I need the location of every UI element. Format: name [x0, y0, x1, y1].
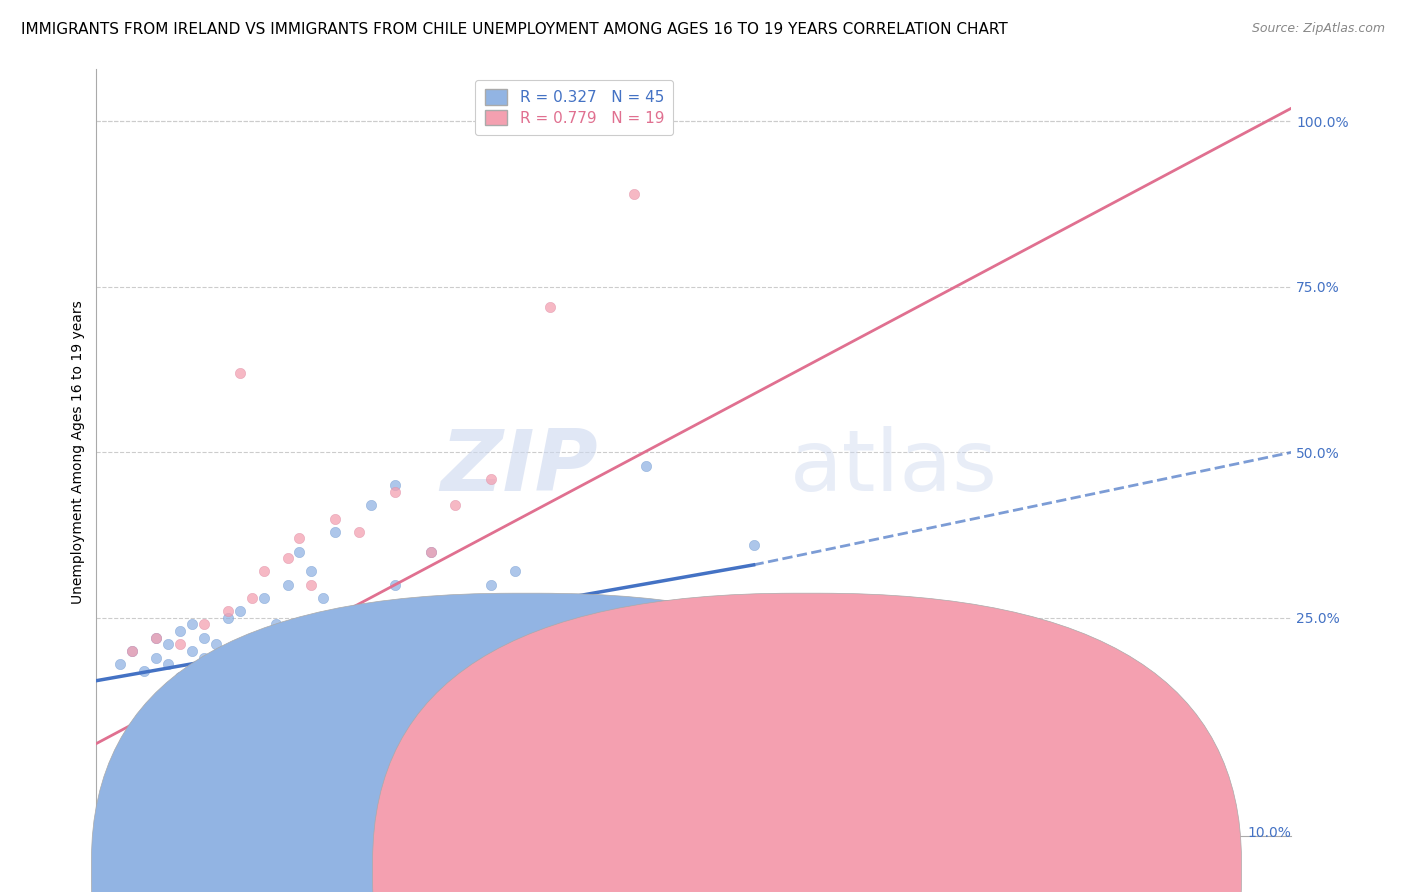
Point	[193, 650, 215, 665]
Point	[181, 617, 204, 632]
Point	[444, 498, 467, 512]
Point	[503, 565, 526, 579]
Point	[825, 697, 848, 711]
Point	[169, 670, 191, 684]
Point	[420, 544, 443, 558]
Point	[145, 631, 167, 645]
Text: Immigrants from Ireland: Immigrants from Ireland	[576, 861, 762, 876]
Point	[145, 650, 167, 665]
Point	[277, 578, 299, 592]
Point	[145, 631, 167, 645]
Point	[325, 524, 347, 539]
Point	[217, 604, 239, 618]
Text: ZIP: ZIP	[440, 426, 598, 509]
Text: atlas: atlas	[789, 426, 997, 509]
Point	[623, 187, 645, 202]
Text: IMMIGRANTS FROM IRELAND VS IMMIGRANTS FROM CHILE UNEMPLOYMENT AMONG AGES 16 TO 1: IMMIGRANTS FROM IRELAND VS IMMIGRANTS FR…	[21, 22, 1008, 37]
Point	[384, 478, 406, 492]
Point	[538, 300, 561, 314]
Point	[301, 631, 323, 645]
Point	[253, 565, 276, 579]
Point	[349, 604, 371, 618]
Text: 0.0%: 0.0%	[97, 826, 131, 840]
Point	[562, 677, 585, 691]
Point	[217, 611, 239, 625]
Point	[157, 657, 180, 672]
Point	[169, 637, 191, 651]
Point	[527, 631, 550, 645]
Point	[384, 578, 406, 592]
Legend: R = 0.327   N = 45, R = 0.779   N = 19: R = 0.327 N = 45, R = 0.779 N = 19	[475, 80, 673, 135]
Point	[479, 472, 502, 486]
Point	[134, 664, 156, 678]
Point	[586, 644, 609, 658]
Point	[479, 578, 502, 592]
Point	[325, 511, 347, 525]
Text: 10.0%: 10.0%	[1247, 826, 1291, 840]
Point	[277, 551, 299, 566]
Point	[205, 637, 228, 651]
Point	[169, 624, 191, 638]
Point	[121, 644, 143, 658]
Point	[217, 644, 239, 658]
Point	[253, 591, 276, 605]
Point	[240, 591, 263, 605]
Point	[193, 617, 215, 632]
Point	[301, 578, 323, 592]
Point	[253, 650, 276, 665]
Point	[420, 544, 443, 558]
Point	[277, 644, 299, 658]
Point	[157, 637, 180, 651]
Point	[360, 498, 382, 512]
Point	[444, 611, 467, 625]
Point	[288, 532, 311, 546]
Point	[634, 458, 657, 473]
Point	[121, 644, 143, 658]
Point	[193, 631, 215, 645]
Point	[288, 544, 311, 558]
Point	[742, 538, 765, 552]
Point	[205, 664, 228, 678]
Point	[349, 524, 371, 539]
Point	[181, 644, 204, 658]
Text: Source: ZipAtlas.com: Source: ZipAtlas.com	[1251, 22, 1385, 36]
Point	[408, 631, 430, 645]
Y-axis label: Unemployment Among Ages 16 to 19 years: Unemployment Among Ages 16 to 19 years	[72, 301, 86, 604]
Point	[229, 604, 252, 618]
Point	[384, 485, 406, 500]
Point	[945, 690, 967, 705]
Point	[110, 657, 132, 672]
Point	[312, 591, 335, 605]
Point	[240, 631, 263, 645]
Text: Immigrants from Chile: Immigrants from Chile	[830, 861, 1001, 876]
Point	[229, 366, 252, 380]
Point	[301, 565, 323, 579]
Point	[264, 617, 287, 632]
